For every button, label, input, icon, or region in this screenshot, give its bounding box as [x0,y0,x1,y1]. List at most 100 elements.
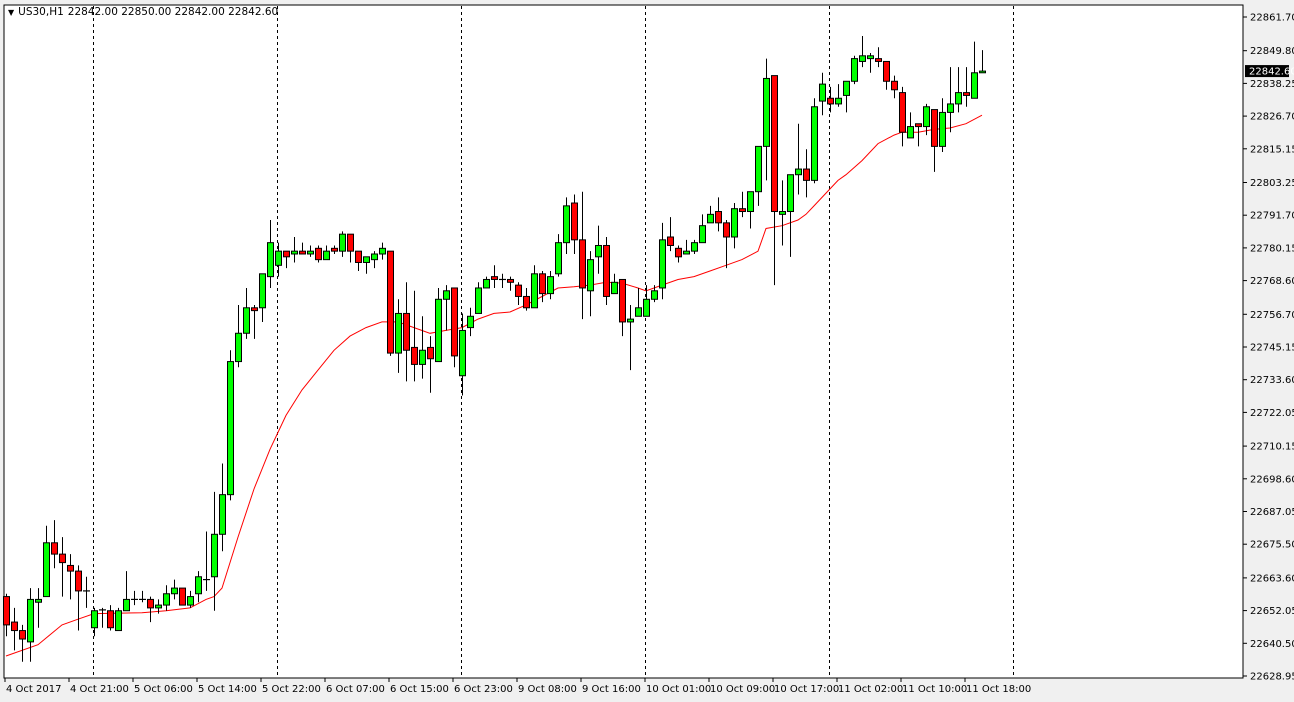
candle[interactable] [755,145,762,206]
candle[interactable] [371,251,378,269]
candle[interactable] [827,86,834,113]
candle[interactable] [107,605,114,631]
candle[interactable] [19,624,26,662]
candle[interactable] [443,285,450,331]
candle[interactable] [587,251,594,317]
candle[interactable] [491,265,498,288]
candle[interactable] [59,537,66,597]
candle[interactable] [267,220,274,288]
candle[interactable] [11,607,18,651]
candle[interactable] [923,103,930,136]
candle[interactable] [331,245,338,254]
candle[interactable] [907,112,914,139]
candle[interactable] [171,579,178,600]
candle[interactable] [251,304,258,339]
candle[interactable] [883,60,890,90]
candle[interactable] [523,287,530,311]
candle[interactable] [451,287,458,368]
candle[interactable] [419,316,426,379]
candle[interactable] [899,86,906,147]
candle[interactable] [603,236,610,305]
candle[interactable] [779,180,786,246]
candle[interactable] [75,565,82,631]
candle[interactable] [691,239,698,254]
candle[interactable] [627,304,634,371]
candle[interactable] [275,242,282,277]
candle[interactable] [563,197,570,254]
candle[interactable] [403,282,410,382]
candle[interactable] [555,234,562,277]
candle[interactable] [227,350,234,501]
candle[interactable] [619,278,626,337]
candle[interactable] [139,590,146,603]
candle[interactable] [683,239,690,255]
candle[interactable] [163,585,170,611]
candle[interactable] [819,72,826,116]
candle[interactable] [475,282,482,314]
candle[interactable] [203,531,210,591]
candle[interactable] [891,75,898,99]
candle[interactable] [971,41,978,99]
candle[interactable] [875,47,882,68]
candle[interactable] [667,217,674,252]
candle[interactable] [315,245,322,263]
candle[interactable] [547,270,554,300]
candle[interactable] [611,273,618,295]
candle[interactable] [723,220,730,269]
time-axis[interactable]: 4 Oct 2017 4 Oct 21:00 5 Oct 06:00 5 Oct 14… [4,678,1031,695]
candle[interactable] [27,588,34,662]
candle[interactable] [179,587,186,606]
candle[interactable] [659,222,666,300]
candle[interactable] [235,304,242,368]
candle[interactable] [947,67,954,133]
candle[interactable] [291,236,298,263]
candle[interactable] [387,250,394,356]
candle[interactable] [259,273,266,322]
candle[interactable] [579,191,586,320]
candle[interactable] [435,287,442,363]
candle[interactable] [35,588,42,628]
candle[interactable] [363,256,370,274]
candle[interactable] [811,98,818,184]
candle[interactable] [219,463,226,552]
plot-area[interactable] [3,4,1244,679]
candle[interactable] [123,571,130,612]
candle[interactable] [675,245,682,263]
candle[interactable] [411,290,418,382]
price-axis[interactable]: 22861.70 22849.80 22838.25 22826.70 22815.15… [1243,13,1294,683]
candle[interactable] [99,607,106,628]
candle[interactable] [539,270,546,303]
candle[interactable] [643,285,650,317]
candle[interactable] [43,525,50,598]
candle[interactable] [651,285,658,303]
candle[interactable] [531,265,538,309]
candle[interactable] [707,205,714,224]
candle[interactable] [459,313,466,396]
candle[interactable] [51,520,58,569]
candle[interactable] [747,191,754,229]
candle[interactable] [427,336,434,393]
candle[interactable] [739,191,746,218]
candle[interactable] [835,84,842,107]
candle[interactable] [939,98,946,153]
candle[interactable] [979,50,986,74]
candle[interactable] [963,67,970,107]
triangle-down-icon[interactable]: ▼ [8,7,15,17]
candle[interactable] [699,214,706,244]
candle[interactable] [715,197,722,232]
candle[interactable] [803,149,810,198]
candle[interactable] [851,55,858,85]
candle[interactable] [483,276,490,289]
candle[interactable] [355,250,362,271]
candle[interactable] [395,299,402,373]
candle[interactable] [307,245,314,257]
candle[interactable] [771,75,778,286]
candle[interactable] [867,52,874,73]
candle[interactable] [195,571,202,603]
candle[interactable] [379,242,386,260]
candle[interactable] [155,599,162,614]
candle[interactable] [915,123,922,147]
candle[interactable] [339,231,346,257]
candle[interactable] [955,67,962,113]
